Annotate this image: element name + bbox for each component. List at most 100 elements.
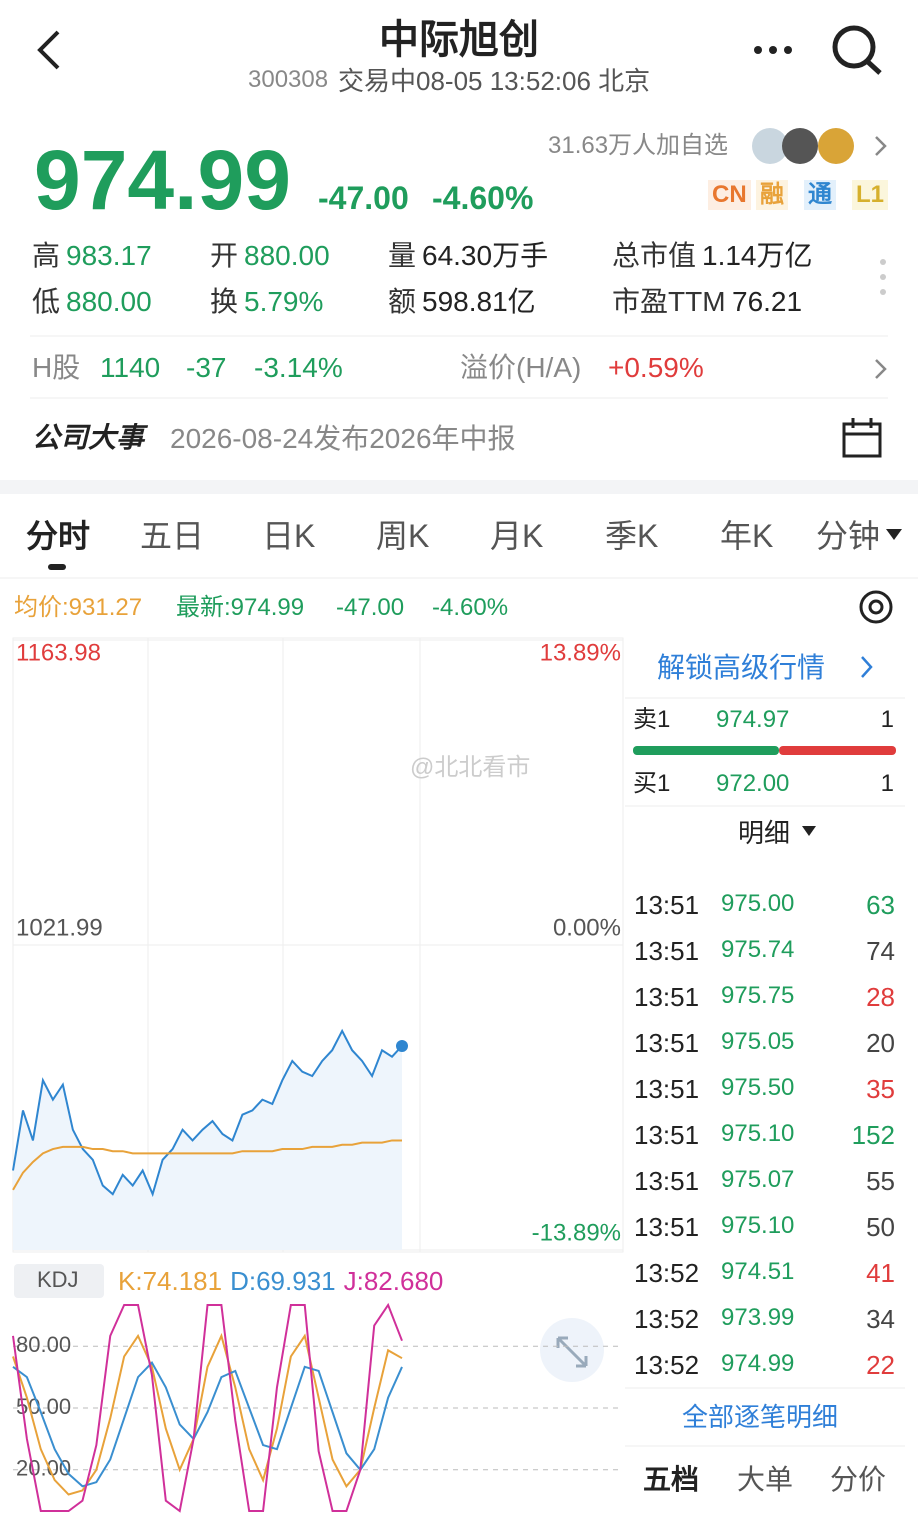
tab[interactable]: 分时: [26, 518, 91, 554]
trade-time: 13:52: [634, 1258, 700, 1288]
watermark: @北北看市: [410, 754, 531, 781]
stat-value: 64.30万手: [422, 240, 549, 271]
orderbook-tab[interactable]: 大单: [737, 1464, 794, 1495]
trade-time: 13:51: [634, 1166, 700, 1196]
caret: [886, 529, 902, 540]
trade-volume: 41: [866, 1258, 895, 1288]
stat-value: 598.81亿: [422, 286, 536, 317]
expand-icon[interactable]: [540, 1318, 604, 1382]
trade-volume: 74: [866, 936, 895, 966]
tab[interactable]: 季K: [605, 518, 659, 554]
orderbook-tab[interactable]: 五档: [643, 1464, 700, 1495]
trade-price: 974.99: [721, 1350, 795, 1377]
trade-price: 975.74: [721, 936, 795, 963]
caret: [802, 826, 816, 836]
h-pct: -3.14%: [254, 352, 343, 383]
tab[interactable]: 年K: [720, 518, 774, 554]
orderbook-tab[interactable]: 分价: [830, 1464, 887, 1495]
trade-volume: 35: [866, 1074, 895, 1104]
stat-label: 开: [210, 240, 239, 271]
dots: [880, 259, 886, 295]
trade-volume: 50: [866, 1212, 895, 1242]
trade-volume: 22: [866, 1350, 895, 1380]
trade-price: 975.00: [721, 890, 795, 917]
trade-price: 975.05: [721, 1028, 795, 1055]
trade-price: 973.99: [721, 1304, 795, 1331]
settings-icon[interactable]: [859, 590, 893, 624]
avg-price: 均价:931.27: [14, 594, 143, 621]
stock-code: 300308: [248, 66, 329, 93]
stat-label: 高: [32, 240, 61, 271]
stat-value: 983.17: [66, 240, 152, 271]
back-icon[interactable]: [37, 30, 60, 70]
tab[interactable]: 日K: [262, 518, 316, 554]
chevron[interactable]: [875, 136, 887, 156]
trade-price: 975.50: [721, 1074, 795, 1101]
stat-value: 76.21: [732, 286, 803, 317]
kdj-line: [12, 1361, 403, 1488]
tag: 融: [756, 180, 788, 210]
status: 交易中08-05 13:52:06 北京: [338, 66, 651, 96]
price-line: [12, 1028, 403, 1198]
trade-time: 13:52: [634, 1304, 700, 1334]
trade-volume: 28: [866, 982, 895, 1012]
latest-change: -47.00: [336, 594, 405, 621]
h-price: 1140: [100, 352, 161, 383]
tag: 通: [804, 180, 836, 210]
tab-indicator: [48, 564, 66, 570]
trade-time: 13:52: [634, 1350, 700, 1380]
price-area: [13, 1030, 402, 1250]
tab[interactable]: 周K: [376, 518, 430, 554]
trade-volume: 63: [866, 890, 895, 920]
buy-label: 买1: [633, 770, 671, 797]
change-pct: -4.60%: [432, 180, 534, 216]
unlock[interactable]: 解锁高级行情: [657, 652, 826, 683]
stat-label: 量: [388, 240, 417, 271]
sell-price: 974.97: [716, 706, 790, 733]
trade-time: 13:51: [634, 936, 700, 966]
legend-label: J:82.680: [344, 1266, 444, 1296]
calendar-icon[interactable]: [842, 418, 882, 458]
followers: 31.63万人加自选: [548, 132, 729, 159]
tag: CN: [708, 180, 751, 210]
tab[interactable]: 分钟: [816, 518, 881, 554]
trade-time: 13:51: [634, 1120, 700, 1150]
legend-label: K:74.181: [118, 1266, 222, 1296]
last-point: [396, 1039, 408, 1052]
chevron[interactable]: [875, 359, 887, 379]
stock-name: 中际旭创: [379, 18, 539, 62]
y-tick-label: 20.00: [16, 1456, 71, 1481]
search-icon[interactable]: [832, 25, 882, 75]
kdj-line: [12, 1302, 403, 1513]
detail[interactable]: 明细: [738, 818, 791, 848]
buy-volume: 1: [880, 770, 894, 797]
h-label: H股: [32, 352, 81, 383]
kdj-line: [12, 1332, 403, 1496]
event-text[interactable]: 2026-08-24发布2026年中报: [170, 423, 516, 454]
stat-label: 总市值: [612, 240, 697, 271]
sell-buy-bar: [633, 746, 779, 755]
trade-volume: 55: [866, 1166, 895, 1196]
stat-label: 额: [388, 286, 417, 317]
stat-label: 换: [210, 286, 239, 317]
y-tick-label: 80.00: [16, 1332, 71, 1357]
trade-volume: 34: [866, 1304, 895, 1334]
y-tick-label: 1021.99: [16, 914, 103, 941]
stat-value: 5.79%: [244, 286, 324, 317]
premium-label: 溢价(H/A): [460, 352, 582, 383]
sell-volume: 1: [880, 706, 894, 733]
kdj-tag: [14, 1264, 104, 1298]
event-label[interactable]: 公司大事: [32, 422, 145, 453]
more-icon[interactable]: [754, 46, 792, 54]
price: 974.99: [34, 133, 291, 227]
chevron[interactable]: [861, 656, 873, 678]
trade-price: 975.10: [721, 1120, 795, 1147]
all-trades[interactable]: 全部逐笔明细: [682, 1402, 839, 1432]
tab[interactable]: 五日: [140, 518, 205, 554]
trade-price: 975.07: [721, 1166, 795, 1193]
stat-label: 低: [32, 286, 61, 317]
tab[interactable]: 月K: [490, 518, 544, 554]
trade-volume: 152: [851, 1120, 895, 1150]
